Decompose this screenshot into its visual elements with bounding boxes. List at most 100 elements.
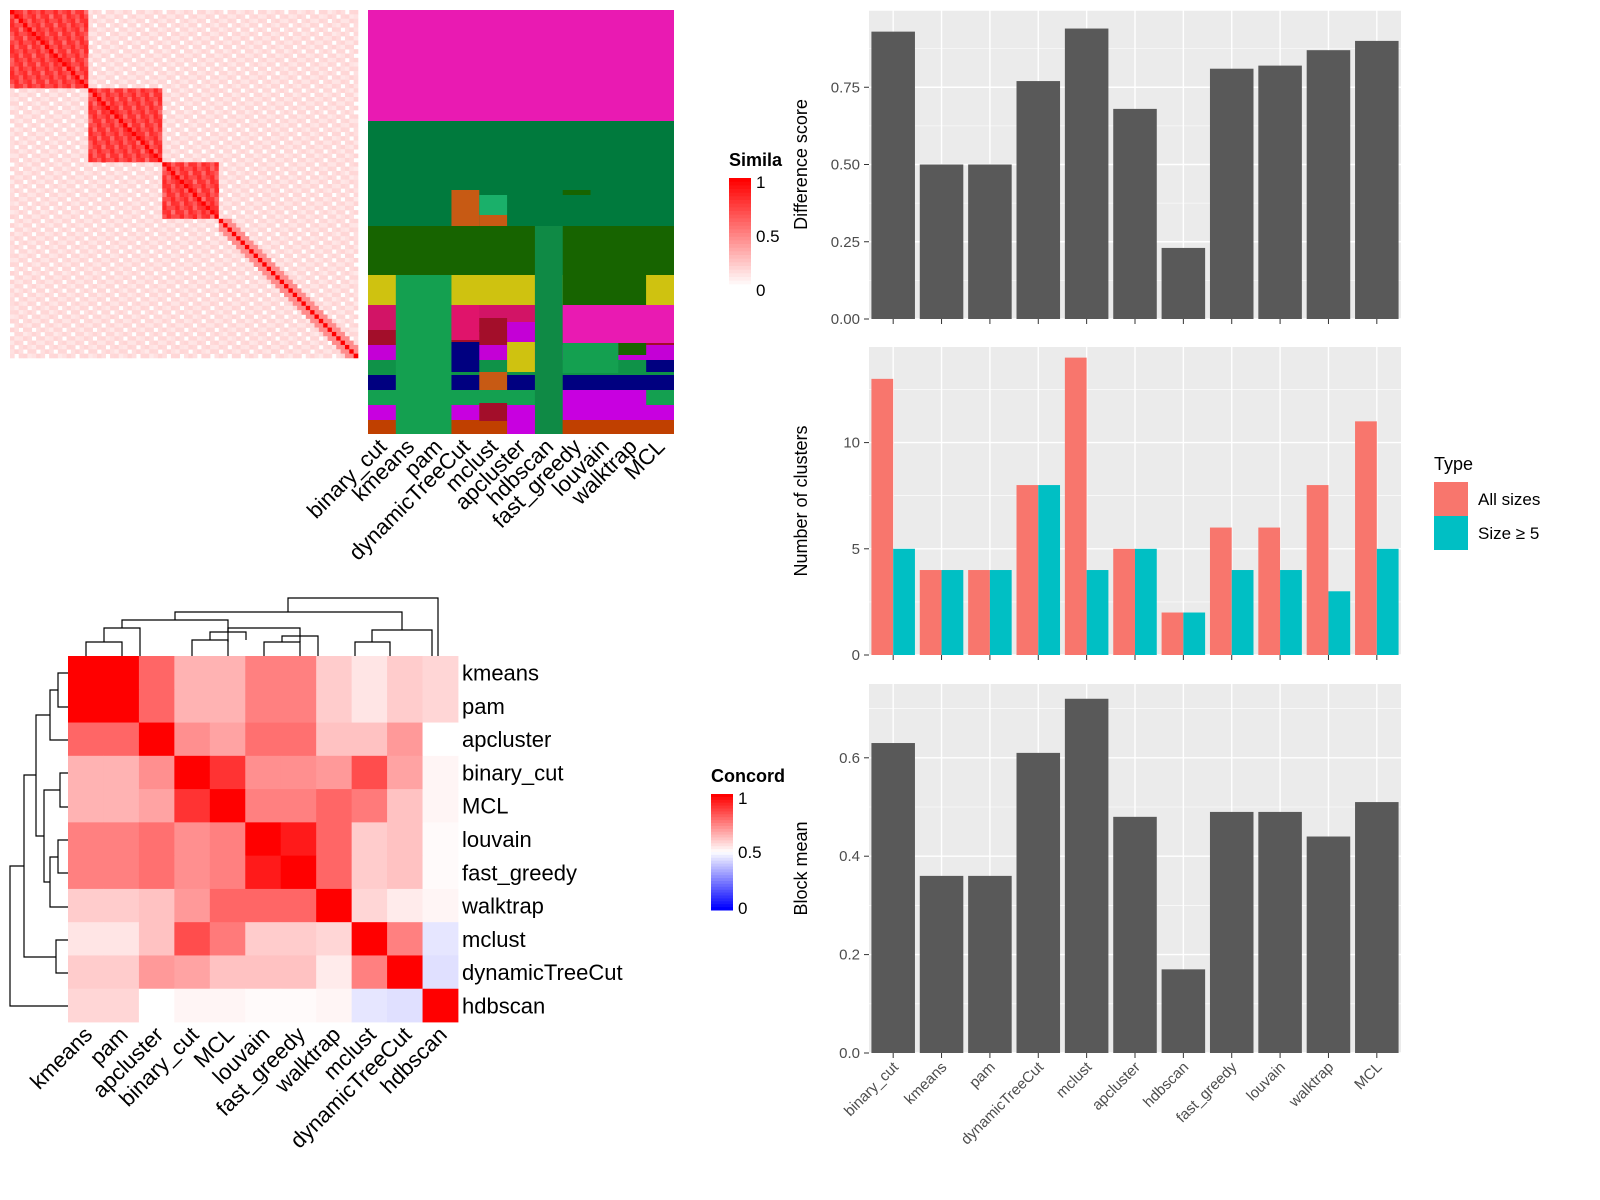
similarity-cell: [266, 240, 272, 246]
similarity-cell: [314, 205, 320, 211]
similarity-cell: [162, 188, 167, 193]
similarity-cell: [275, 244, 280, 250]
similarity-cell: [244, 79, 250, 85]
similarity-cell: [166, 153, 172, 159]
similarity-cell: [344, 284, 350, 289]
similarity-cell: [162, 249, 167, 254]
similarity-cell: [279, 153, 285, 159]
similarity-cell: [205, 179, 211, 185]
similarity-cell: [40, 223, 46, 228]
similarity-cell: [14, 83, 19, 89]
similarity-cell: [62, 166, 67, 172]
similarity-cell: [66, 36, 72, 41]
similarity-cell: [244, 153, 250, 159]
similarity-cell: [349, 314, 354, 320]
similarity-cell: [236, 210, 241, 215]
similarity-cell: [23, 144, 28, 150]
similarity-cell: [49, 201, 54, 207]
similarity-cell: [340, 275, 346, 280]
similarity-cell: [88, 105, 93, 111]
similarity-cell: [218, 305, 224, 311]
similarity-cell: [123, 205, 128, 211]
similarity-cell: [271, 66, 276, 72]
similarity-cell: [131, 62, 137, 67]
similarity-cell: [344, 31, 350, 37]
similarity-cell: [114, 279, 120, 285]
similarity-cell: [314, 305, 320, 311]
similarity-cell: [192, 231, 198, 237]
similarity-cell: [227, 166, 233, 172]
similarity-cell: [66, 53, 72, 59]
similarity-cell: [66, 279, 72, 285]
similarity-cell: [105, 88, 111, 93]
similarity-cell: [262, 218, 267, 224]
similarity-cell: [336, 36, 341, 41]
similarity-cell: [310, 166, 315, 172]
similarity-cell: [210, 70, 215, 76]
similarity-cell: [344, 27, 350, 33]
similarity-cell: [127, 31, 133, 37]
similarity-cell: [184, 175, 189, 180]
similarity-cell: [97, 214, 102, 220]
similarity-cell: [144, 49, 150, 54]
similarity-cell: [301, 140, 307, 146]
similarity-cell: [188, 184, 193, 189]
similarity-cell: [349, 310, 354, 315]
similarity-cell: [14, 310, 19, 315]
similarity-cell: [170, 140, 176, 146]
similarity-cell: [344, 66, 350, 72]
similarity-cell: [231, 105, 237, 111]
similarity-cell: [36, 27, 41, 33]
similarity-cell: [257, 153, 263, 159]
similarity-cell: [262, 62, 267, 67]
similarity-cell: [131, 201, 137, 207]
similarity-cell: [236, 297, 241, 302]
similarity-cell: [353, 275, 359, 280]
similarity-cell: [149, 236, 154, 241]
similarity-cell: [188, 275, 193, 280]
similarity-cell: [236, 236, 241, 241]
similarity-cell: [227, 40, 233, 46]
similarity-cell: [314, 214, 320, 220]
similarity-cell: [244, 44, 250, 50]
similarity-cell: [83, 27, 89, 33]
similarity-cell: [31, 210, 37, 215]
similarity-cell: [153, 49, 159, 54]
similarity-cell: [323, 288, 328, 294]
similarity-cell: [262, 10, 267, 15]
similarity-cell: [88, 162, 93, 167]
similarity-cell: [210, 170, 215, 176]
similarity-cell: [153, 262, 159, 267]
similarity-cell: [227, 101, 233, 106]
similarity-cell: [140, 201, 146, 207]
similarity-cell: [279, 31, 285, 37]
similarity-cell: [353, 305, 359, 311]
similarity-cell: [210, 201, 215, 207]
similarity-cell: [175, 257, 180, 263]
similarity-cell: [127, 114, 133, 120]
similarity-cell: [327, 201, 333, 207]
similarity-cell: [110, 123, 115, 128]
similarity-cell: [227, 305, 233, 311]
similarity-cell: [262, 249, 267, 254]
similarity-cell: [53, 97, 59, 102]
similarity-cell: [75, 27, 80, 33]
similarity-cell: [275, 214, 280, 220]
similarity-cell: [79, 170, 85, 176]
similarity-cell: [271, 318, 276, 324]
similarity-cell: [279, 262, 285, 267]
similarity-cell: [197, 83, 202, 89]
similarity-cell: [75, 105, 80, 111]
similarity-cell: [266, 44, 272, 50]
similarity-cell: [140, 297, 146, 302]
similarity-cell: [310, 66, 315, 72]
similarity-cell: [314, 153, 320, 159]
similarity-cell: [10, 305, 15, 311]
similarity-cell: [288, 257, 294, 263]
similarity-cell: [27, 23, 33, 28]
similarity-cell: [144, 62, 150, 67]
similarity-cell: [197, 27, 202, 33]
similarity-cell: [49, 210, 54, 215]
similarity-cell: [10, 253, 15, 259]
similarity-cell: [18, 197, 24, 202]
